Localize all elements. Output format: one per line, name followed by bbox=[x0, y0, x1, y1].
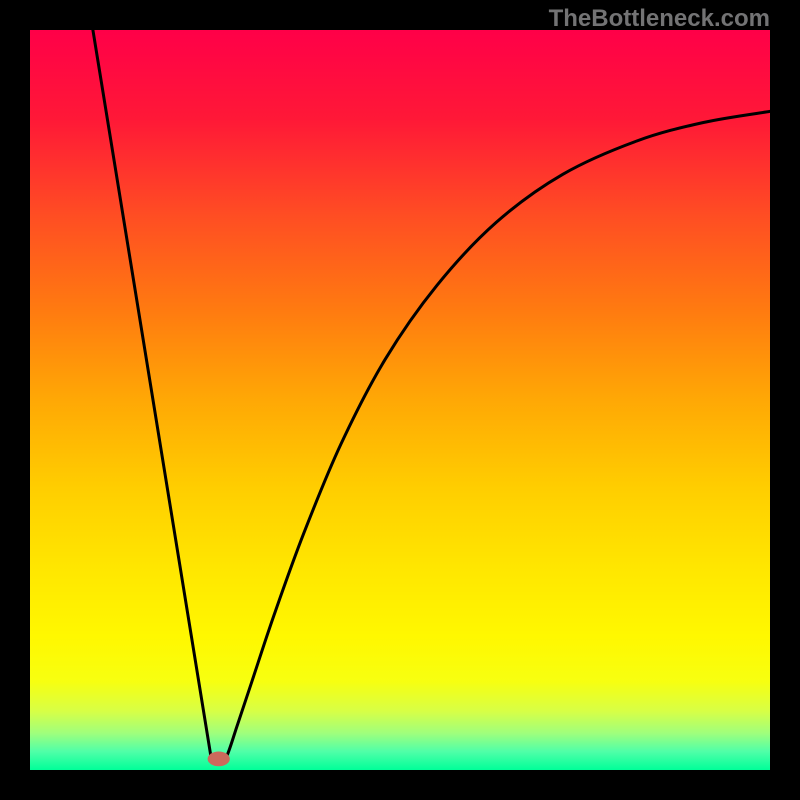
optimal-point-marker bbox=[208, 752, 230, 767]
chart-frame: TheBottleneck.com bbox=[0, 0, 800, 800]
gradient-background bbox=[30, 30, 770, 770]
watermark-text: TheBottleneck.com bbox=[549, 5, 770, 33]
plot-svg bbox=[30, 30, 770, 770]
